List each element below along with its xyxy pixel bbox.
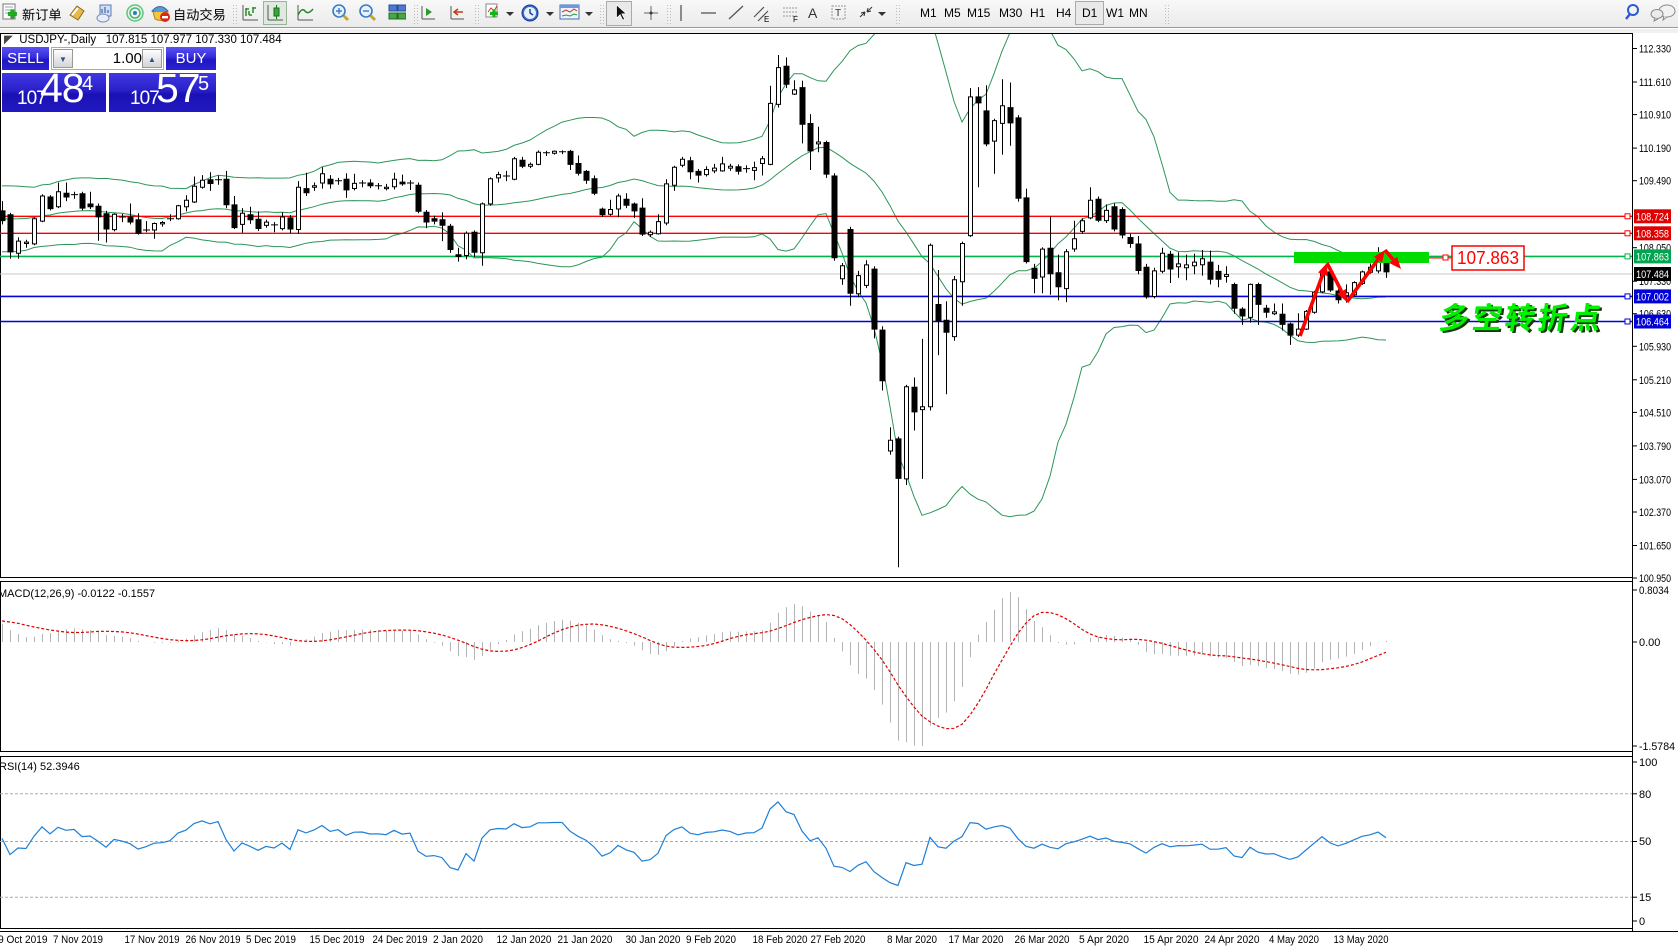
svg-text:0.8034: 0.8034 <box>1639 585 1669 597</box>
svg-text:9 Feb 2020: 9 Feb 2020 <box>686 934 736 946</box>
svg-text:7 Nov 2019: 7 Nov 2019 <box>53 934 103 946</box>
svg-text:29 Oct 2019: 29 Oct 2019 <box>0 934 48 946</box>
svg-text:MACD(12,26,9) -0.0122 -0.1557: MACD(12,26,9) -0.0122 -0.1557 <box>0 588 155 600</box>
svg-text:103.790: 103.790 <box>1639 441 1671 453</box>
svg-text:E: E <box>764 15 769 24</box>
svg-text:24 Dec 2019: 24 Dec 2019 <box>373 934 428 946</box>
svg-text:107.484: 107.484 <box>1636 269 1669 281</box>
svg-text:110.910: 110.910 <box>1639 110 1671 122</box>
svg-text:100.950: 100.950 <box>1639 573 1671 585</box>
svg-text:111.610: 111.610 <box>1639 77 1671 89</box>
svg-text:108.724: 108.724 <box>1636 211 1669 223</box>
svg-text:50: 50 <box>1639 836 1651 848</box>
svg-text:T: T <box>835 8 841 19</box>
svg-text:15 Dec 2019: 15 Dec 2019 <box>310 934 365 946</box>
svg-text:17 Mar 2020: 17 Mar 2020 <box>949 934 1004 946</box>
svg-text:107.863: 107.863 <box>1457 248 1519 268</box>
svg-text:12 Jan 2020: 12 Jan 2020 <box>497 934 552 946</box>
svg-text:109.490: 109.490 <box>1639 176 1671 188</box>
svg-text:105.930: 105.930 <box>1639 341 1671 353</box>
svg-text:13 May 2020: 13 May 2020 <box>1334 934 1389 946</box>
svg-text:15: 15 <box>1639 892 1651 904</box>
svg-text:5 Dec 2019: 5 Dec 2019 <box>246 934 296 946</box>
svg-text:106.464: 106.464 <box>1636 317 1669 329</box>
svg-text:103.070: 103.070 <box>1639 474 1671 486</box>
svg-text:0.00: 0.00 <box>1639 637 1660 649</box>
svg-text:F: F <box>793 15 798 24</box>
svg-text:5 Apr 2020: 5 Apr 2020 <box>1079 934 1129 946</box>
svg-text:80: 80 <box>1639 789 1651 801</box>
svg-text:101.650: 101.650 <box>1639 541 1671 553</box>
svg-text:104.510: 104.510 <box>1639 407 1671 419</box>
svg-text:-1.5784: -1.5784 <box>1639 741 1675 753</box>
svg-text:102.370: 102.370 <box>1639 507 1671 519</box>
svg-text:112.330: 112.330 <box>1639 44 1671 56</box>
svg-text:108.358: 108.358 <box>1636 228 1669 240</box>
svg-text:100: 100 <box>1639 757 1657 769</box>
svg-text:8 Mar 2020: 8 Mar 2020 <box>887 934 937 946</box>
svg-text:4 May 2020: 4 May 2020 <box>1269 934 1319 946</box>
svg-text:21 Jan 2020: 21 Jan 2020 <box>558 934 613 946</box>
svg-text:30 Jan 2020: 30 Jan 2020 <box>626 934 681 946</box>
svg-text:15 Apr 2020: 15 Apr 2020 <box>1144 934 1199 946</box>
svg-text:105.210: 105.210 <box>1639 375 1671 387</box>
svg-text:26 Mar 2020: 26 Mar 2020 <box>1015 934 1070 946</box>
svg-text:110.190: 110.190 <box>1639 143 1671 155</box>
svg-text:2 Jan 2020: 2 Jan 2020 <box>433 934 483 946</box>
svg-text:107.002: 107.002 <box>1636 291 1669 303</box>
svg-text:18 Feb 2020: 18 Feb 2020 <box>753 934 808 946</box>
svg-text:RSI(14) 52.3946: RSI(14) 52.3946 <box>0 761 80 773</box>
svg-text:26 Nov 2019: 26 Nov 2019 <box>186 934 241 946</box>
svg-text:27 Feb 2020: 27 Feb 2020 <box>811 934 866 946</box>
svg-text:107.863: 107.863 <box>1636 251 1669 263</box>
svg-text:0: 0 <box>1639 916 1645 928</box>
svg-text:17 Nov 2019: 17 Nov 2019 <box>125 934 180 946</box>
svg-text:24 Apr 2020: 24 Apr 2020 <box>1205 934 1260 946</box>
